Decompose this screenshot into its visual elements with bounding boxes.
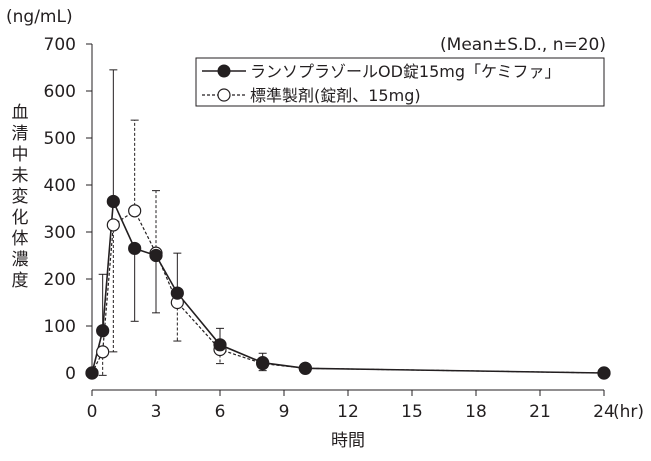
y-axis-title-char: 血 xyxy=(12,103,29,123)
y-axis-title-char: 度 xyxy=(12,271,29,291)
data-point-test xyxy=(96,324,110,338)
data-point-test xyxy=(85,366,99,380)
data-point-reference xyxy=(96,345,110,359)
legend-label-test: ランソプラゾールOD錠15mg「ケミファ」 xyxy=(250,62,561,81)
y-axis-title-char: 化 xyxy=(12,208,29,228)
x-tick-label: 18 xyxy=(465,402,487,422)
legend-label-reference: 標準製剤(錠剤、15mg) xyxy=(250,86,421,105)
x-tick-label: 3 xyxy=(151,402,162,422)
data-point-test xyxy=(128,241,142,256)
x-tick-label: 12 xyxy=(337,402,359,422)
x-tick-label: 15 xyxy=(401,402,423,422)
y-unit-label: (ng/mL) xyxy=(6,7,73,27)
error-bars xyxy=(88,69,310,376)
legend-marker-test xyxy=(217,64,231,78)
y-tick-label: 200 xyxy=(44,270,76,290)
series-line-reference xyxy=(91,209,605,374)
y-tick-label: 400 xyxy=(44,176,76,196)
data-point-test xyxy=(213,338,227,352)
y-tick-label: 100 xyxy=(44,317,76,337)
y-axis-title: 血清中未変化体濃度 xyxy=(12,103,29,291)
data-point-test xyxy=(256,356,270,370)
x-axis-title: 時間 xyxy=(331,431,365,451)
y-axis-title-char: 未 xyxy=(12,166,29,186)
y-axis-title-char: 体 xyxy=(12,229,29,249)
y-tick-label: 300 xyxy=(44,223,76,243)
y-tick-label: 500 xyxy=(44,129,76,149)
x-ticks: 0 3 6 9 12 15 18 21 24 xyxy=(87,390,615,422)
y-tick-label: 600 xyxy=(44,82,76,102)
x-tick-label: 0 xyxy=(87,402,98,422)
data-point-reference xyxy=(128,204,142,218)
data-point-test xyxy=(170,286,184,300)
x-tick-label: 6 xyxy=(215,402,226,422)
y-axis-title-char: 清 xyxy=(12,124,29,144)
legend-box xyxy=(195,57,605,107)
y-tick-label: 0 xyxy=(65,364,76,384)
x-tick-label: 24 xyxy=(593,402,615,422)
y-axis-title-char: 濃 xyxy=(12,250,29,270)
y-axis-title-char: 変 xyxy=(12,187,29,207)
x-tick-label: 9 xyxy=(279,402,290,422)
y-ticks: 0 100 200 300 400 500 600 700 xyxy=(44,35,92,384)
legend: ランソプラゾールOD錠15mg「ケミファ」 標準製剤(錠剤、15mg) xyxy=(195,57,605,107)
stats-annotation: (Mean±S.D., n=20) xyxy=(440,35,606,55)
series-lines xyxy=(91,198,605,374)
data-point-test xyxy=(106,194,120,209)
data-point-test xyxy=(597,366,611,380)
legend-marker-reference xyxy=(217,88,231,102)
x-unit-label: (hr) xyxy=(613,402,644,422)
data-point-test xyxy=(298,361,312,375)
y-axis-title-char: 中 xyxy=(12,145,29,165)
y-tick-label: 700 xyxy=(44,35,76,55)
x-tick-label: 21 xyxy=(529,402,551,422)
data-point-reference xyxy=(106,218,120,232)
series-line-test xyxy=(91,198,605,374)
data-point-test xyxy=(149,248,163,263)
series-markers xyxy=(85,194,611,380)
